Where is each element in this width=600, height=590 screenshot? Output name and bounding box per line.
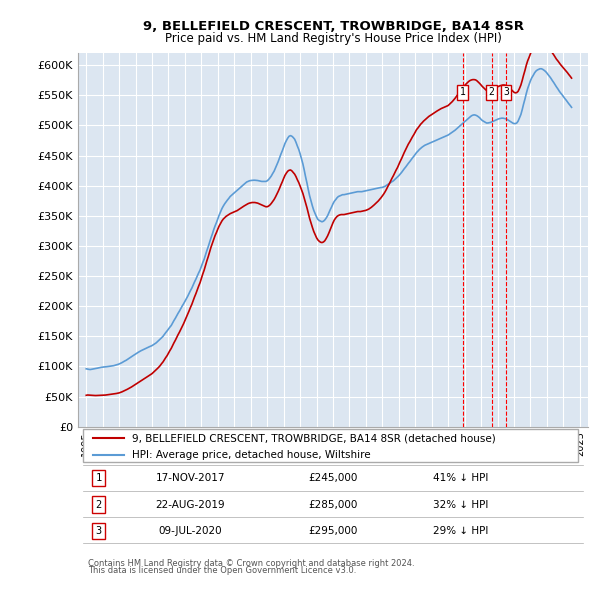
Text: £295,000: £295,000 (308, 526, 358, 536)
Text: 32% ↓ HPI: 32% ↓ HPI (433, 500, 488, 510)
Text: 1: 1 (460, 87, 466, 97)
Text: 22-AUG-2019: 22-AUG-2019 (155, 500, 225, 510)
Text: 2: 2 (488, 87, 494, 97)
Text: 1: 1 (95, 473, 101, 483)
Text: This data is licensed under the Open Government Licence v3.0.: This data is licensed under the Open Gov… (88, 566, 356, 575)
Text: 3: 3 (503, 87, 509, 97)
Text: 3: 3 (95, 526, 101, 536)
Text: 2: 2 (95, 500, 101, 510)
FancyBboxPatch shape (83, 430, 578, 462)
Text: 09-JUL-2020: 09-JUL-2020 (158, 526, 222, 536)
Text: 29% ↓ HPI: 29% ↓ HPI (433, 526, 488, 536)
Text: Price paid vs. HM Land Registry's House Price Index (HPI): Price paid vs. HM Land Registry's House … (164, 32, 502, 45)
Text: 41% ↓ HPI: 41% ↓ HPI (433, 473, 488, 483)
Text: HPI: Average price, detached house, Wiltshire: HPI: Average price, detached house, Wilt… (131, 450, 370, 460)
Text: 17-NOV-2017: 17-NOV-2017 (155, 473, 225, 483)
Text: 9, BELLEFIELD CRESCENT, TROWBRIDGE, BA14 8SR: 9, BELLEFIELD CRESCENT, TROWBRIDGE, BA14… (143, 20, 523, 33)
Text: £285,000: £285,000 (308, 500, 358, 510)
Text: £245,000: £245,000 (308, 473, 358, 483)
Text: Contains HM Land Registry data © Crown copyright and database right 2024.: Contains HM Land Registry data © Crown c… (88, 559, 415, 568)
Text: 9, BELLEFIELD CRESCENT, TROWBRIDGE, BA14 8SR (detached house): 9, BELLEFIELD CRESCENT, TROWBRIDGE, BA14… (131, 434, 496, 444)
